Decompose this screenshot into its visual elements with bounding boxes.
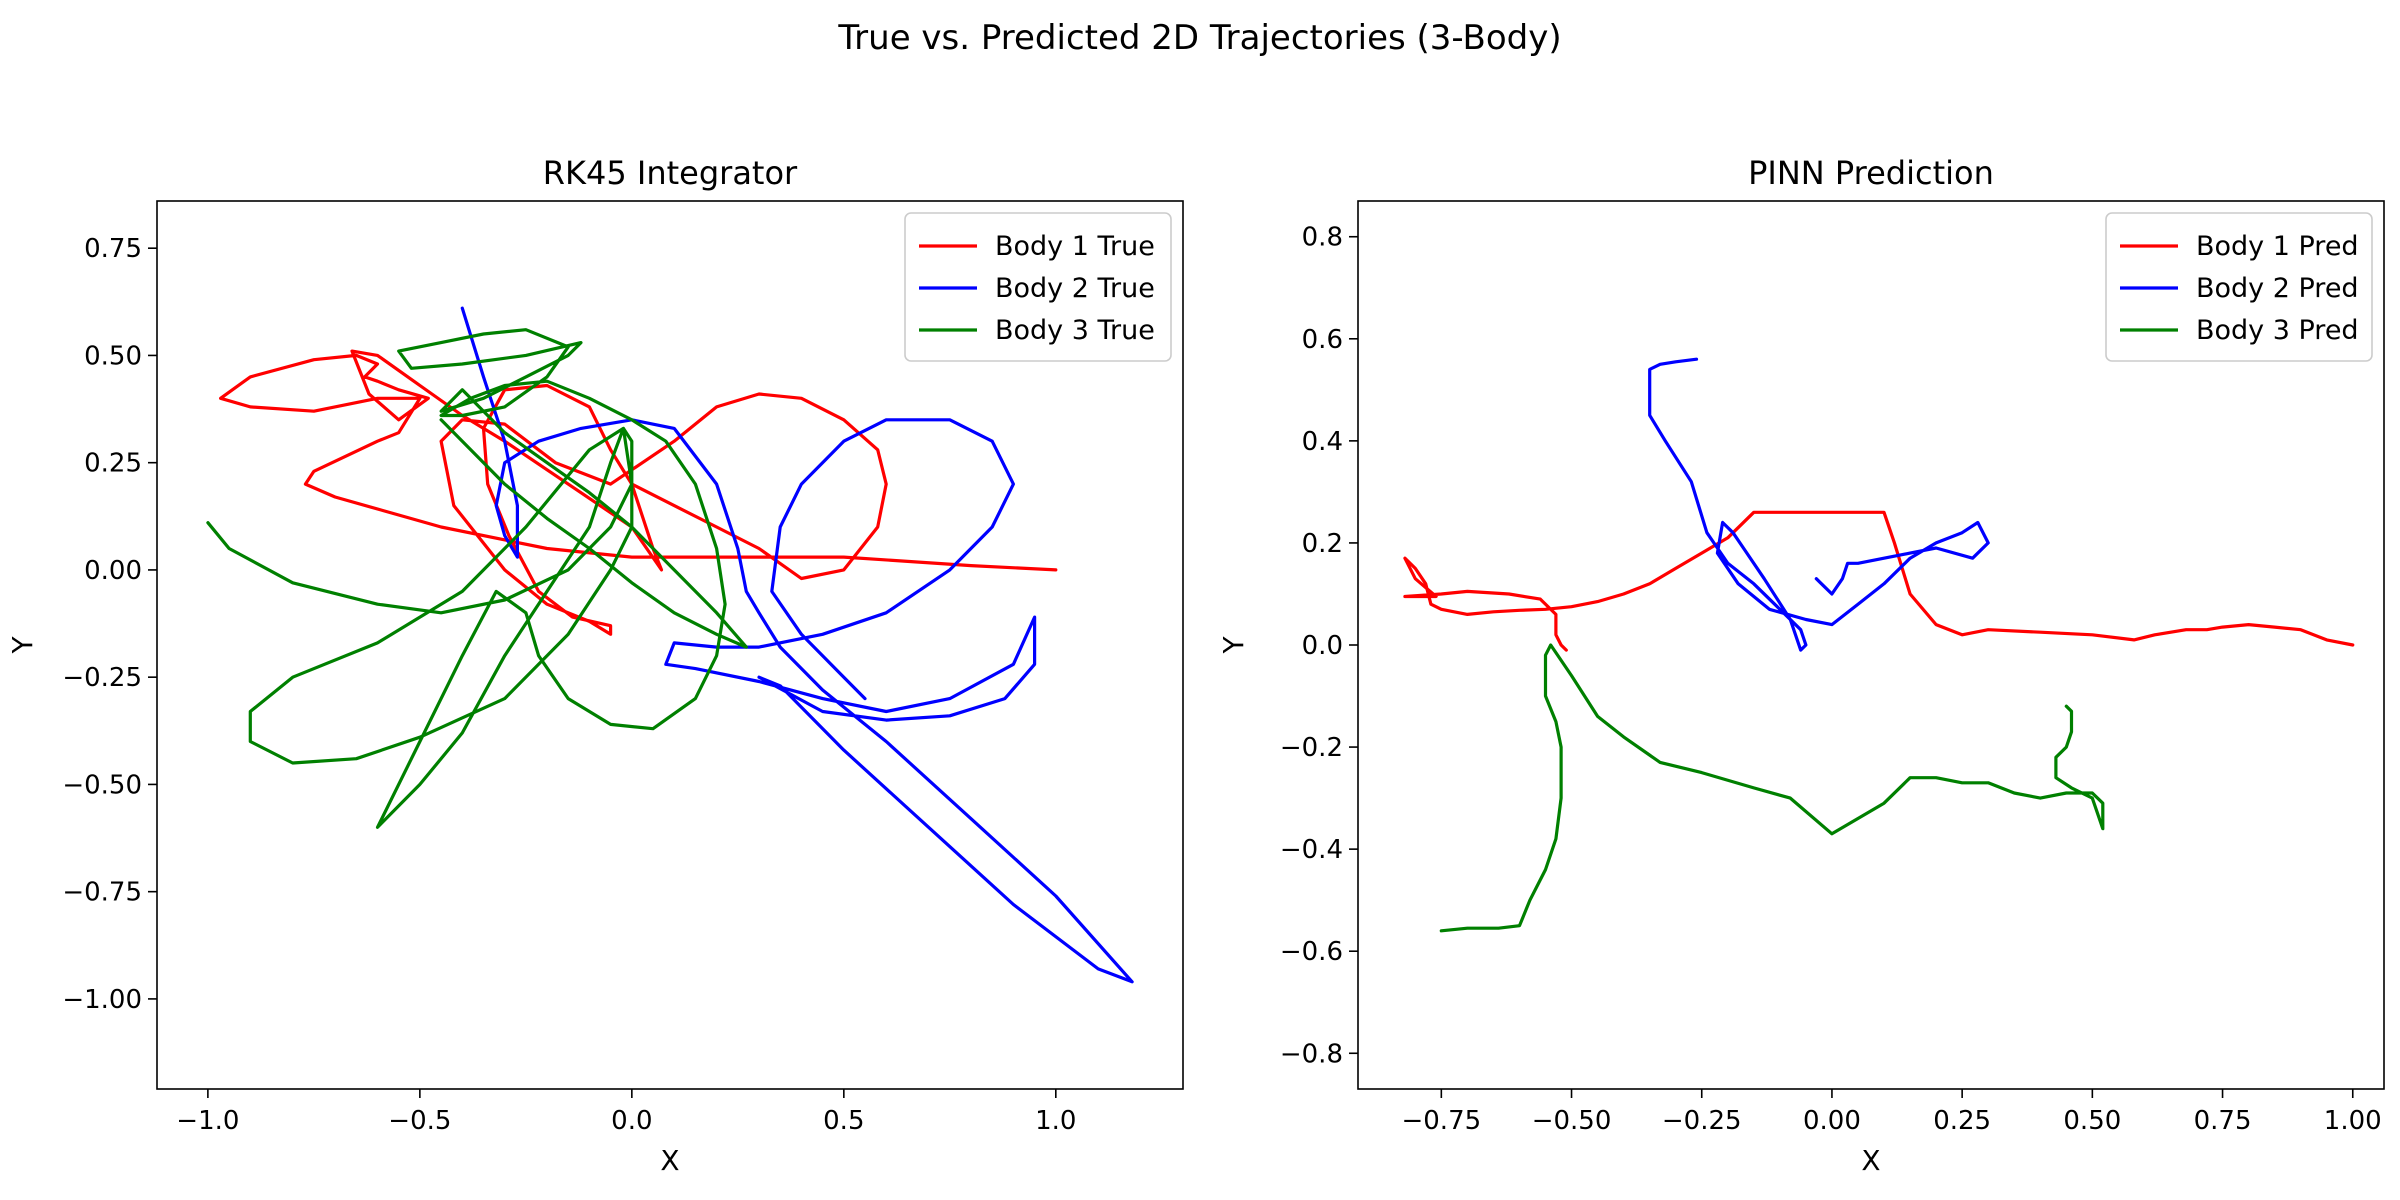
y-tick-label: 0.75 — [84, 234, 142, 264]
left-y-axis-label: Y — [6, 636, 39, 655]
series-line-body-2 — [1648, 357, 1990, 652]
x-tick-label: 0.50 — [2063, 1106, 2121, 1136]
x-tick-label: −0.5 — [388, 1106, 451, 1136]
series-line-body-3 — [1439, 643, 2105, 933]
right-panel-title: PINN Prediction — [1748, 154, 1994, 192]
y-tick-label: 0.6 — [1302, 325, 1343, 355]
left-panel-title: RK45 Integrator — [543, 154, 798, 192]
legend-label-body-1: Body 1 Pred — [2196, 231, 2359, 262]
left-panel-rk45: RK45 Integrator −1.0 −0.5 0.0 0.5 1.0 0.75 0.5… — [6, 154, 1184, 1177]
x-tick-label: 1.0 — [1035, 1106, 1076, 1136]
y-tick-label: −1.00 — [62, 985, 142, 1015]
right-axis-ticks: −0.75 −0.50 −0.25 0.00 0.25 0.50 0.75 1.00 0.8 0.… — [1280, 223, 2382, 1136]
y-tick-label: 0.4 — [1302, 427, 1343, 457]
legend-box — [2105, 212, 2373, 362]
x-tick-label: −0.25 — [1662, 1106, 1742, 1136]
y-tick-label: −0.4 — [1280, 835, 1343, 865]
series-line-body-1 — [1403, 510, 2355, 652]
x-tick-label: 0.25 — [1933, 1106, 1991, 1136]
left-series-layer — [206, 306, 1134, 984]
y-tick-label: 0.50 — [84, 341, 142, 371]
right-plot-frame — [1357, 200, 2385, 1090]
y-tick-label: 0.0 — [1302, 631, 1343, 661]
y-tick-label: 0.2 — [1302, 529, 1343, 559]
legend-label-body-3: Body 3 Pred — [2196, 315, 2359, 346]
x-tick-label: 1.00 — [2324, 1106, 2382, 1136]
y-tick-label: −0.8 — [1280, 1039, 1343, 1069]
x-tick-label: 0.0 — [611, 1106, 652, 1136]
y-tick-label: −0.2 — [1280, 733, 1343, 763]
x-tick-label: 0.5 — [823, 1106, 864, 1136]
legend-label-body-3: Body 3 True — [995, 315, 1155, 346]
y-tick-label: −0.50 — [62, 770, 142, 800]
right-y-axis-label: Y — [1217, 636, 1250, 655]
left-x-axis-label: X — [660, 1144, 679, 1177]
y-tick-label: 0.00 — [84, 556, 142, 586]
y-tick-label: 0.25 — [84, 449, 142, 479]
series-line-body-1 — [219, 349, 1058, 636]
y-tick-label: −0.6 — [1280, 937, 1343, 967]
legend-box — [904, 212, 1172, 362]
x-tick-label: −0.75 — [1401, 1106, 1481, 1136]
x-tick-label: −0.50 — [1532, 1106, 1612, 1136]
y-tick-label: −0.25 — [62, 663, 142, 693]
series-line-body-3 — [206, 328, 748, 829]
y-tick-label: −0.75 — [62, 878, 142, 908]
right-series-layer — [1403, 357, 2355, 933]
x-tick-label: −1.0 — [176, 1106, 239, 1136]
legend-label-body-2: Body 2 True — [995, 273, 1155, 304]
left-legend: Body 1 True Body 2 True Body 3 True — [904, 212, 1172, 362]
series-line-body-2 — [460, 306, 1134, 984]
right-legend: Body 1 Pred Body 2 Pred Body 3 Pred — [2105, 212, 2373, 362]
left-plot-frame — [156, 200, 1184, 1090]
y-tick-label: 0.8 — [1302, 223, 1343, 253]
legend-label-body-1: Body 1 True — [995, 231, 1155, 262]
x-tick-label: 0.75 — [2194, 1106, 2252, 1136]
left-axis-ticks: −1.0 −0.5 0.0 0.5 1.0 0.75 0.50 0.25 0.00 −0.25 −0… — [62, 234, 1076, 1136]
legend-label-body-2: Body 2 Pred — [2196, 273, 2359, 304]
figure-suptitle: True vs. Predicted 2D Trajectories (3-Bo… — [837, 18, 1561, 58]
x-tick-label: 0.00 — [1803, 1106, 1861, 1136]
right-panel-pinn: PINN Prediction −0.75 −0.50 −0.25 0.00 0.25 0… — [1217, 154, 2385, 1177]
right-x-axis-label: X — [1861, 1144, 1880, 1177]
